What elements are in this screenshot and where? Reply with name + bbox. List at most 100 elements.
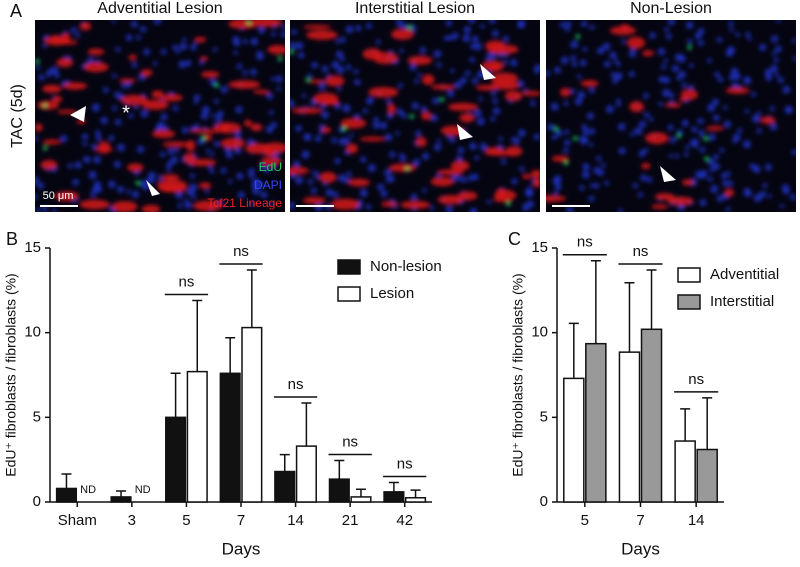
edu — [554, 126, 559, 131]
nucleus — [54, 72, 60, 79]
cell — [194, 36, 207, 43]
bar — [241, 326, 263, 503]
nucleus — [716, 36, 723, 43]
cell — [37, 100, 59, 110]
nucleus — [430, 205, 435, 211]
edu — [290, 50, 294, 55]
nucleus — [643, 92, 649, 99]
nucleus — [340, 36, 346, 43]
nucleus — [689, 139, 697, 147]
cell — [362, 48, 382, 60]
x-tick-label: 7 — [237, 512, 245, 529]
nucleus — [91, 103, 100, 112]
nucleus — [95, 129, 101, 136]
nucleus — [596, 156, 602, 162]
nucleus — [42, 43, 47, 49]
nucleus — [716, 194, 724, 202]
nucleus — [35, 65, 40, 70]
nucleus — [780, 204, 785, 209]
nucleus — [519, 166, 525, 172]
cell — [83, 62, 109, 73]
nucleus — [170, 156, 179, 164]
nucleus — [192, 195, 197, 200]
stain-label: Tcf21 Lineage — [207, 196, 282, 210]
nucleus — [72, 178, 80, 186]
nucleus — [579, 185, 585, 191]
nucleus — [252, 178, 261, 187]
nucleus — [209, 78, 217, 86]
nucleus — [492, 98, 498, 104]
cell — [422, 74, 435, 86]
nucleus — [582, 163, 590, 171]
nucleus — [248, 168, 256, 176]
nucleus — [117, 143, 125, 152]
nucleus — [100, 116, 108, 125]
nucleus — [436, 138, 442, 144]
nucleus — [52, 208, 57, 212]
nucleus — [209, 151, 215, 157]
nucleus — [743, 76, 752, 85]
cell — [387, 103, 396, 115]
y-tick-label: 15 — [531, 239, 548, 256]
nucleus — [770, 64, 778, 73]
nucleus — [213, 98, 219, 104]
nucleus — [570, 88, 576, 94]
nucleus — [559, 21, 566, 28]
cell — [415, 137, 427, 147]
legend-label: Lesion — [370, 285, 414, 302]
nucleus — [386, 98, 392, 105]
nucleus — [762, 183, 768, 188]
nucleus — [491, 30, 499, 37]
nucleus — [616, 102, 621, 108]
nucleus — [589, 25, 595, 31]
cell — [128, 54, 137, 61]
nucleus — [184, 201, 192, 209]
nucleus — [582, 128, 590, 136]
nucleus — [295, 41, 304, 50]
nucleus — [310, 187, 317, 194]
nucleus — [564, 26, 570, 32]
nucleus — [192, 41, 198, 47]
cell — [228, 80, 261, 89]
nucleus — [395, 20, 404, 27]
nucleus — [610, 72, 617, 78]
nucleus — [728, 73, 736, 81]
nucleus — [491, 91, 497, 97]
nucleus — [756, 128, 762, 134]
cell — [321, 127, 332, 133]
nucleus — [469, 142, 477, 150]
nucleus — [526, 200, 534, 208]
legend-label: Interstitial — [710, 293, 774, 310]
nucleus — [751, 92, 756, 97]
nucleus — [249, 201, 255, 207]
nucleus — [314, 203, 323, 212]
y-tick-label: 10 — [24, 324, 41, 341]
edu — [704, 156, 709, 161]
nucleus — [554, 66, 561, 74]
nucleus — [257, 50, 262, 56]
nucleus — [747, 36, 752, 41]
nucleus — [571, 61, 578, 68]
edu — [43, 146, 48, 151]
nucleus — [697, 118, 704, 125]
cell — [530, 169, 540, 179]
cell — [551, 155, 569, 162]
nucleus — [628, 71, 635, 78]
nucleus — [270, 122, 277, 129]
nucleus — [414, 79, 419, 84]
cell — [655, 193, 675, 201]
nucleus — [667, 20, 675, 26]
nucleus — [248, 173, 254, 179]
nucleus — [275, 75, 283, 83]
panel-label: C — [508, 229, 521, 249]
nucleus — [242, 38, 248, 44]
nucleus — [517, 20, 525, 29]
nucleus — [334, 102, 341, 110]
nucleus — [744, 187, 750, 193]
cell — [706, 126, 724, 131]
bar — [383, 491, 405, 503]
edu — [506, 201, 511, 206]
nucleus — [459, 76, 467, 84]
stain-label: EdU — [259, 160, 282, 174]
nucleus — [166, 166, 172, 172]
